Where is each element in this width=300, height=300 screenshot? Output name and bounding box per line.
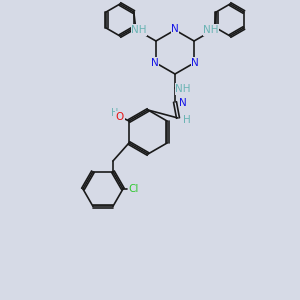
Text: NH: NH: [203, 25, 219, 35]
Text: N: N: [179, 98, 187, 108]
Text: NH: NH: [131, 25, 147, 35]
Text: NH: NH: [175, 84, 191, 94]
Text: Cl: Cl: [129, 184, 139, 194]
Text: H: H: [183, 115, 191, 125]
Text: O: O: [116, 112, 124, 122]
Text: N: N: [191, 58, 199, 68]
Text: N: N: [151, 58, 159, 68]
Text: N: N: [171, 24, 179, 34]
Text: H: H: [111, 108, 118, 118]
